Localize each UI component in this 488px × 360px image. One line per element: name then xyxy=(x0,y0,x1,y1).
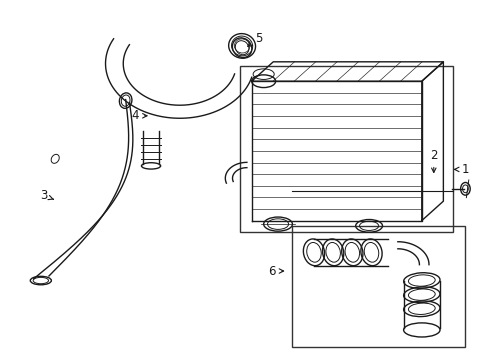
Bar xyxy=(239,66,452,232)
Text: 5: 5 xyxy=(247,32,262,46)
Text: 1: 1 xyxy=(454,163,468,176)
Text: 2: 2 xyxy=(429,149,437,172)
Bar xyxy=(292,226,464,347)
Text: 4: 4 xyxy=(131,109,147,122)
Text: 3: 3 xyxy=(41,189,53,202)
Text: 6: 6 xyxy=(268,265,283,278)
